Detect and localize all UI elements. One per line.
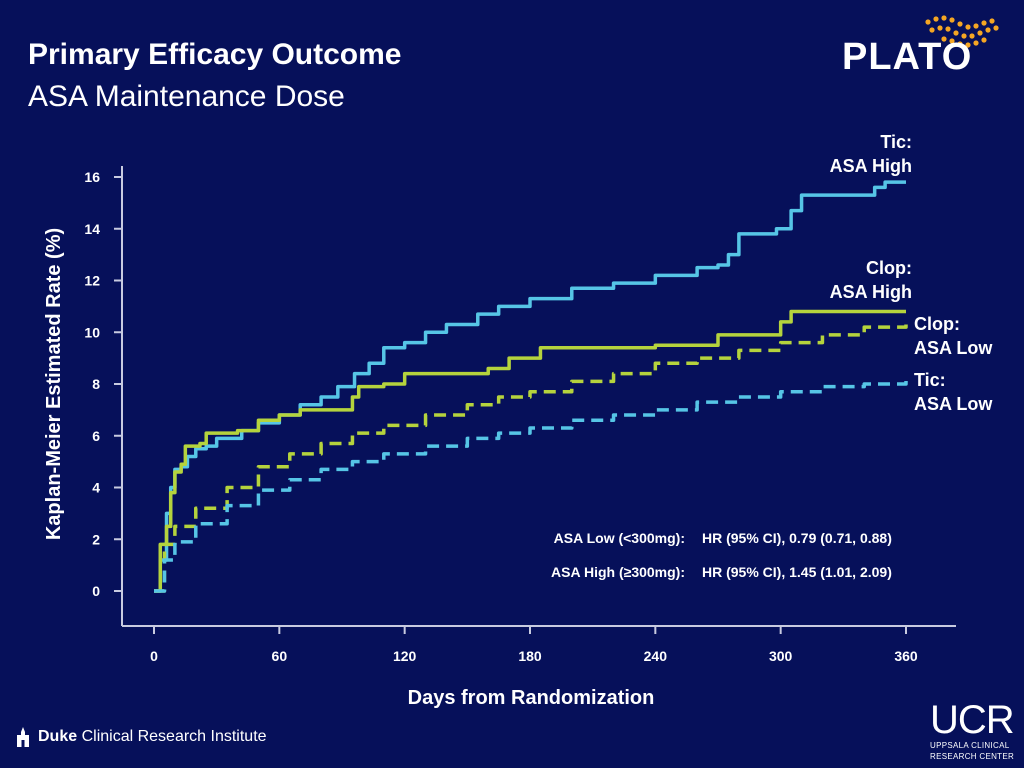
hr-annotation-value: HR (95% CI), 1.45 (1.01, 2.09) bbox=[702, 564, 892, 580]
series-label-0-line-1: ASA High bbox=[830, 156, 912, 176]
y-tick-label: 12 bbox=[84, 273, 100, 289]
series-label-1-line-1: ASA High bbox=[830, 282, 912, 302]
x-tick-label: 0 bbox=[150, 648, 158, 664]
plato-logo: PLATO bbox=[842, 36, 973, 78]
duke-chapel-icon bbox=[17, 727, 29, 747]
y-tick-label: 14 bbox=[84, 221, 100, 237]
series-line-0 bbox=[154, 180, 906, 593]
series-label-1-line-0: Clop: bbox=[866, 258, 912, 278]
x-tick-label: 120 bbox=[393, 648, 417, 664]
ucr-logo: UCR UPPSALA CLINICAL RESEARCH CENTER bbox=[930, 700, 1020, 762]
y-tick-label: 2 bbox=[92, 531, 100, 547]
y-tick-label: 8 bbox=[92, 376, 100, 392]
y-tick-label: 0 bbox=[92, 583, 100, 599]
page-title: Primary Efficacy Outcome bbox=[28, 38, 402, 71]
ucr-logo-text: UCR bbox=[930, 698, 1015, 742]
y-axis-label: Kaplan-Meier Estimated Rate (%) bbox=[43, 228, 65, 540]
duke-logo-bold: Duke bbox=[38, 728, 78, 745]
series-label-3-line-0: Tic: bbox=[914, 370, 946, 390]
y-tick-label: 10 bbox=[84, 324, 100, 340]
x-tick-label: 240 bbox=[644, 648, 668, 664]
hr-annotation-value: HR (95% CI), 0.79 (0.71, 0.88) bbox=[702, 530, 892, 546]
duke-logo-text: Clinical Research Institute bbox=[81, 728, 267, 745]
series-label-0-line-0: Tic: bbox=[880, 132, 912, 152]
series-line-1 bbox=[154, 309, 906, 593]
y-tick-label: 4 bbox=[92, 480, 100, 496]
series-label-2-line-1: ASA Low bbox=[914, 338, 993, 358]
series-line-3 bbox=[154, 378, 908, 593]
y-tick-label: 16 bbox=[84, 169, 100, 185]
x-tick-label: 360 bbox=[894, 648, 918, 664]
series-line-2 bbox=[154, 324, 908, 593]
x-tick-label: 60 bbox=[272, 648, 288, 664]
ucr-logo-line2: RESEARCH CENTER bbox=[930, 752, 1015, 761]
plato-dots-icon bbox=[925, 15, 999, 48]
page-subtitle: ASA Maintenance Dose bbox=[28, 80, 345, 113]
x-tick-label: 300 bbox=[769, 648, 793, 664]
hr-annotation-label: ASA High (≥300mg): bbox=[551, 564, 685, 580]
x-tick-label: 180 bbox=[518, 648, 542, 664]
duke-logo: Duke Clinical Research Institute bbox=[14, 726, 267, 748]
ucr-logo-line1: UPPSALA CLINICAL bbox=[930, 741, 1010, 750]
hr-annotation-label: ASA Low (<300mg): bbox=[554, 530, 685, 546]
y-tick-label: 6 bbox=[92, 428, 100, 444]
x-axis-label: Days from Randomization bbox=[408, 687, 655, 709]
series-label-2-line-0: Clop: bbox=[914, 314, 960, 334]
series-label-3-line-1: ASA Low bbox=[914, 394, 993, 414]
